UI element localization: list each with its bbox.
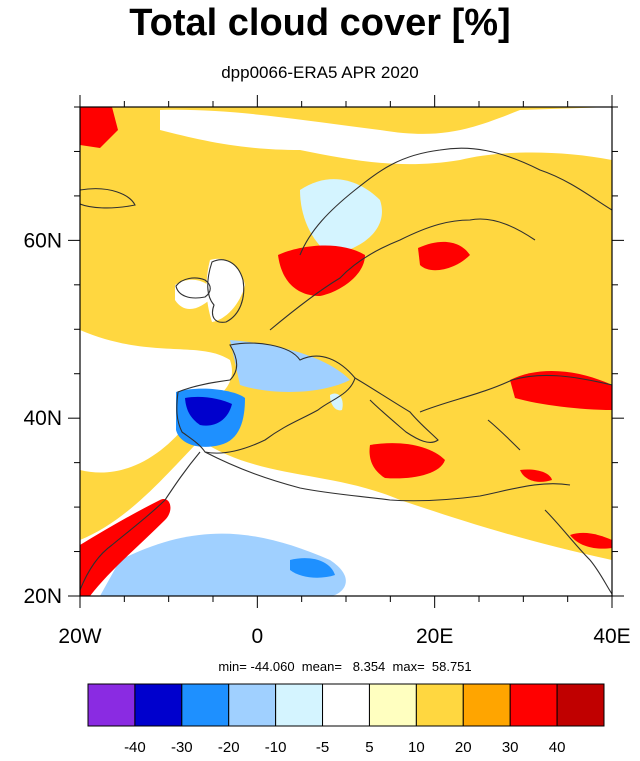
colorbar-label: -40 bbox=[124, 739, 146, 756]
lon-tick-label: 20W bbox=[58, 625, 101, 648]
lat-tick-label: 60N bbox=[23, 229, 62, 252]
lon-tick-label: 40E bbox=[593, 625, 630, 648]
lon-tick-label: 0 bbox=[251, 625, 263, 648]
longitude-axis: 20W 0 20E 40E bbox=[58, 95, 631, 648]
cloud-cover-field bbox=[80, 107, 612, 596]
colorbar-label: -20 bbox=[218, 739, 240, 756]
colorbar-label: 40 bbox=[549, 739, 566, 756]
colorbar-swatch bbox=[368, 683, 417, 727]
map-subtitle: dpp0066-ERA5 APR 2020 bbox=[221, 63, 419, 82]
colorbar-label: 30 bbox=[502, 739, 519, 756]
colorbar-swatch bbox=[87, 683, 136, 727]
colorbar-swatch bbox=[322, 683, 370, 727]
colorbar-swatch bbox=[134, 683, 183, 727]
lat-tick-label: 20N bbox=[23, 585, 62, 608]
colorbar-swatch bbox=[275, 683, 324, 727]
colorbar-swatch bbox=[556, 683, 605, 727]
colorbar-label: -5 bbox=[316, 739, 329, 756]
colorbar-label: 5 bbox=[365, 739, 373, 756]
colorbar-label: 10 bbox=[408, 739, 425, 756]
colorbar-swatch bbox=[415, 683, 464, 727]
latitude-axis: 20N 40N 60N bbox=[23, 106, 624, 608]
lat-tick-label: 40N bbox=[23, 407, 62, 430]
colorbar-swatch bbox=[228, 683, 277, 727]
field-statistics: min= -44.060 mean= 8.354 max= 58.751 bbox=[218, 659, 472, 674]
coastlines bbox=[80, 147, 612, 595]
colorbar-label: -30 bbox=[171, 739, 193, 756]
colorbar-swatch bbox=[462, 683, 511, 727]
colorbar-label: 20 bbox=[455, 739, 472, 756]
colorbar-swatch bbox=[509, 683, 558, 727]
map-title: Total cloud cover [%] bbox=[129, 2, 511, 44]
lon-tick-label: 20E bbox=[416, 625, 453, 648]
colorbar: -40 -30 -20 -10 -5 5 10 20 30 40 bbox=[87, 683, 605, 756]
colorbar-label: -10 bbox=[265, 739, 287, 756]
colorbar-swatch bbox=[181, 683, 230, 727]
